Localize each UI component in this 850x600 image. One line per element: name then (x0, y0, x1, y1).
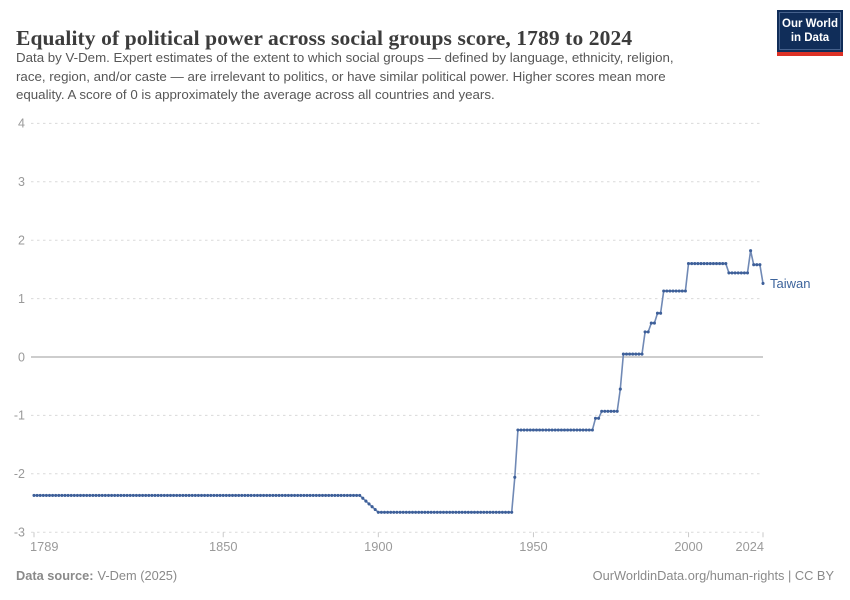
data-source: Data source: V-Dem (2025) (16, 568, 177, 583)
x-axis-label: 2024 (736, 539, 764, 554)
entity-label-taiwan[interactable]: Taiwan (770, 276, 810, 291)
chart-subtitle: Data by V-Dem. Expert estimates of the e… (16, 49, 776, 105)
x-axis-label: 1850 (209, 539, 237, 554)
owid-logo-text: Our World in Data (779, 12, 841, 50)
taiwan-line-markers (32, 249, 765, 514)
x-axis-label: 1789 (30, 539, 58, 554)
page-title: Equality of political power across socia… (16, 26, 633, 51)
subtitle-line: Data by V-Dem. Expert estimates of the e… (16, 50, 674, 65)
subtitle-line: equality. A score of 0 is approximately … (16, 87, 495, 103)
credit-link[interactable]: OurWorldinData.org/human-rights | CC BY (592, 568, 834, 583)
x-axis-label: 1900 (364, 539, 392, 554)
y-axis-label: 2 (18, 234, 25, 248)
taiwan-line-path[interactable] (34, 249, 764, 514)
owid-logo[interactable]: Our World in Data (777, 10, 843, 56)
x-axis-label: 1950 (519, 539, 547, 554)
y-axis-label: 4 (18, 117, 25, 131)
y-axis-label: -2 (14, 467, 25, 481)
taiwan-line[interactable] (32, 249, 765, 514)
chart-footer: Data source: V-Dem (2025) OurWorldinData.… (16, 568, 834, 583)
y-gridlines: 4 3 2 1 0 -1 -2 -3 (14, 117, 763, 540)
y-axis-label: -3 (14, 526, 25, 540)
y-axis-label: 1 (18, 292, 25, 306)
y-axis-label: -1 (14, 409, 25, 423)
x-axis-label: 2000 (674, 539, 702, 554)
data-source-value: V-Dem (2025) (97, 568, 178, 583)
y-axis-label: 0 (18, 350, 25, 364)
data-source-label: Data source: (16, 568, 94, 583)
subtitle-line: race, region, and/or caste — are irrelev… (16, 68, 666, 84)
y-axis-label: 3 (18, 175, 25, 189)
x-axis: 1789 1850 1900 1950 2000 2024 (30, 532, 764, 554)
